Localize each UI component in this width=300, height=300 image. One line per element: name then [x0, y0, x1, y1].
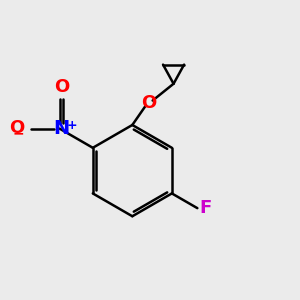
Text: −: −	[13, 126, 24, 140]
Text: O: O	[141, 94, 156, 112]
Text: O: O	[54, 78, 69, 96]
Text: F: F	[200, 199, 212, 217]
Text: N: N	[53, 119, 69, 138]
Text: O: O	[9, 119, 24, 137]
Text: +: +	[66, 118, 77, 132]
